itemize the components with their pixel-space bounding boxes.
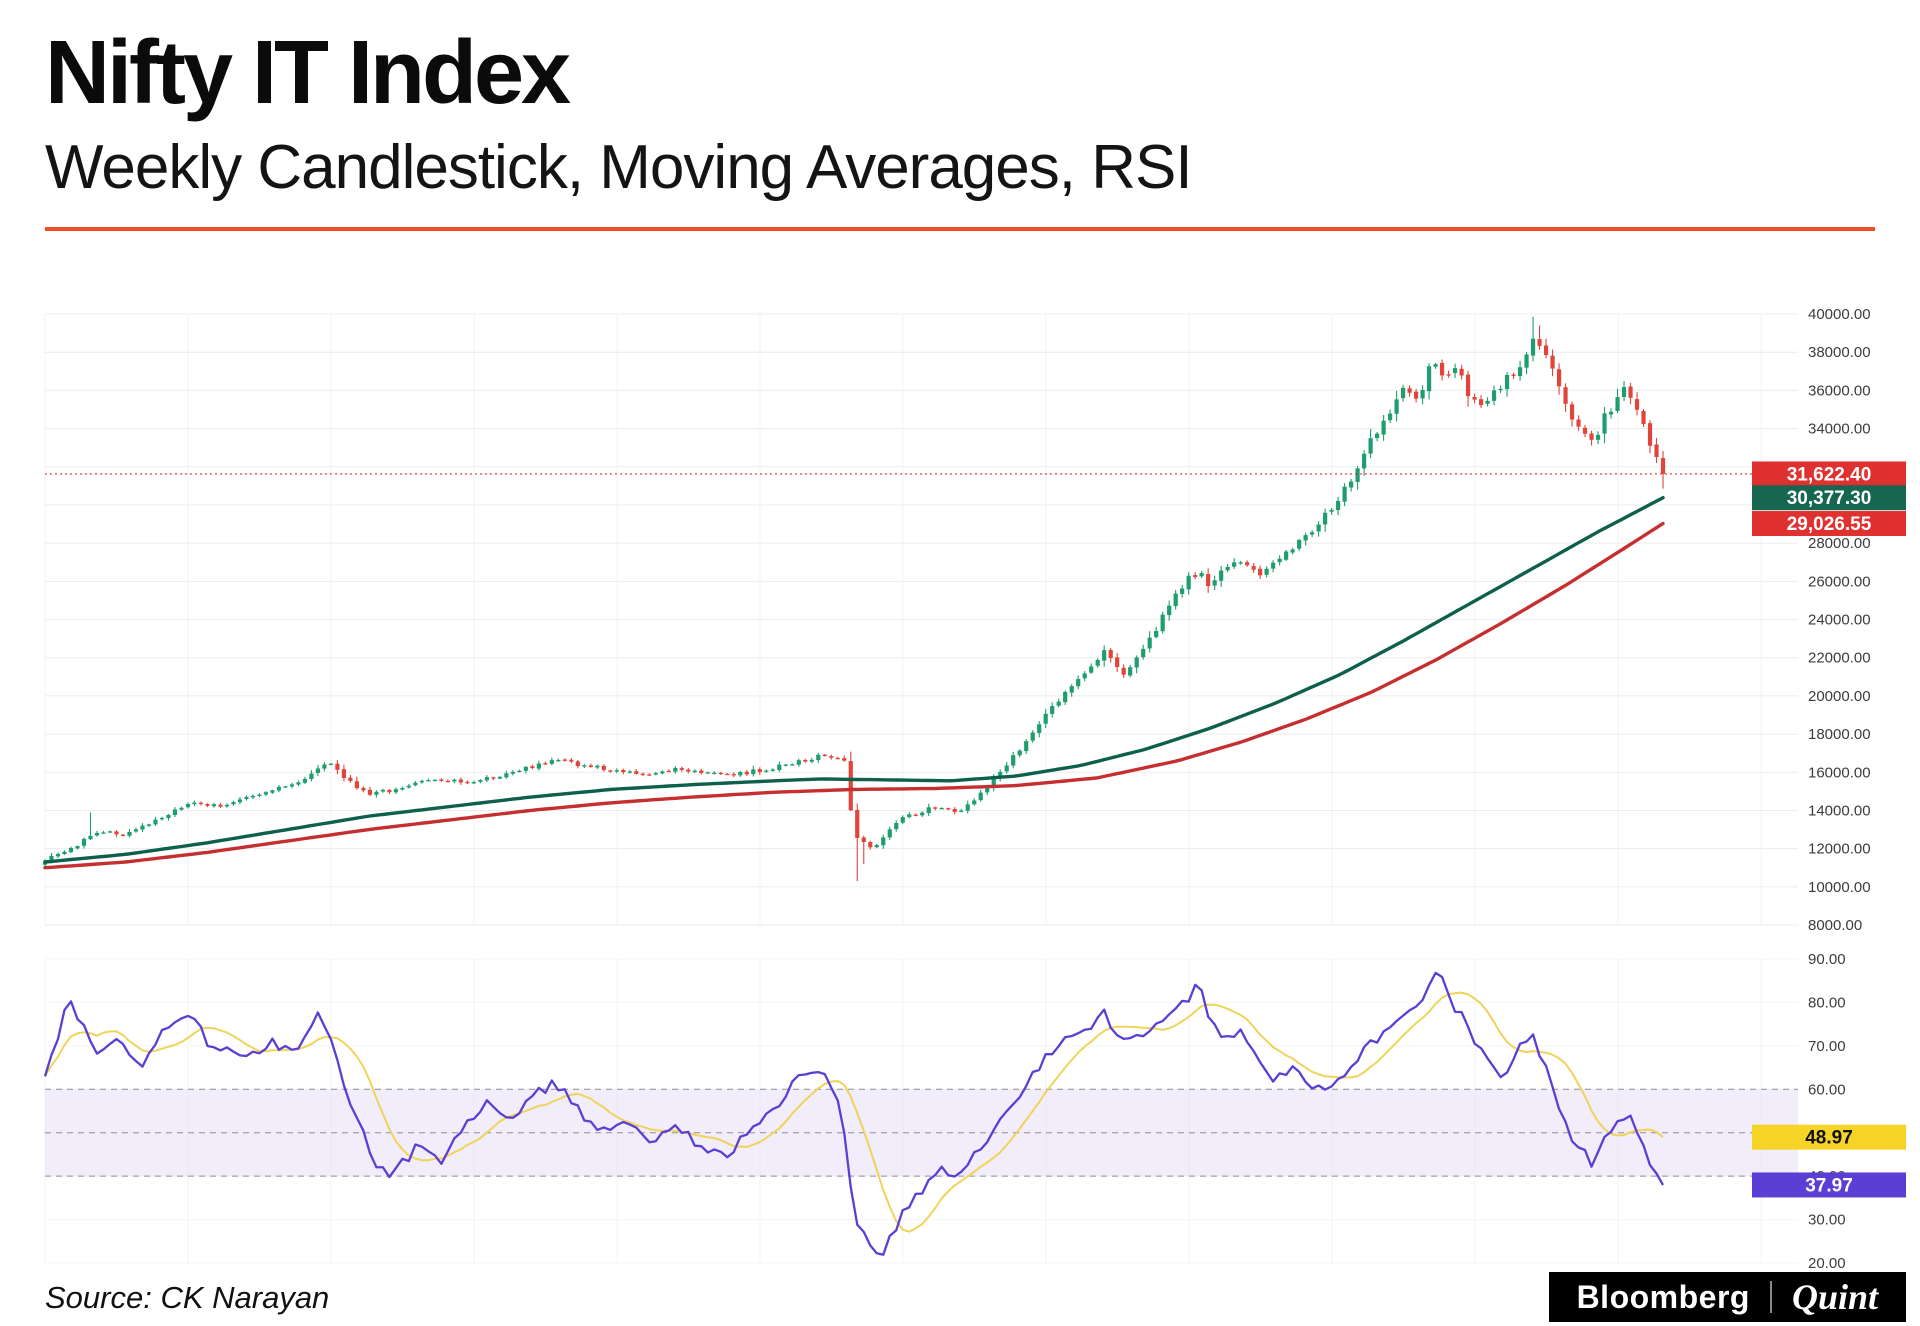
svg-text:40000.00: 40000.00 [1808,306,1871,323]
page-title: Nifty IT Index [45,23,571,123]
rsi-line [43,971,1665,1256]
svg-text:22000.00: 22000.00 [1808,650,1871,667]
ma-fast-label: 30,377.30 [1752,485,1906,511]
chart-area: 40000.0038000.0036000.0034000.0032000.00… [40,300,1912,1292]
price-axis: 40000.0038000.0036000.0034000.0032000.00… [45,306,1871,934]
price-rsi-chart: 40000.0038000.0036000.0034000.0032000.00… [42,306,1906,1272]
footer: Source: CK Narayan Bloomberg Quint [45,1272,1906,1322]
svg-text:12000.00: 12000.00 [1808,841,1871,858]
brand-bloomberg: Bloomberg [1576,1278,1750,1315]
svg-text:20000.00: 20000.00 [1808,688,1871,705]
svg-text:34000.00: 34000.00 [1808,421,1871,438]
svg-text:10000.00: 10000.00 [1808,879,1871,896]
brand-logo: Bloomberg Quint [1548,1272,1906,1322]
svg-text:48.97: 48.97 [1805,1128,1853,1149]
svg-text:16000.00: 16000.00 [1808,764,1871,781]
svg-text:8000.00: 8000.00 [1808,917,1862,934]
last-price-label: 31,622.40 [1752,461,1906,487]
rsi-label: 37.97 [1752,1172,1906,1198]
svg-text:38000.00: 38000.00 [1808,344,1871,361]
svg-text:18000.00: 18000.00 [1808,726,1871,743]
svg-text:26000.00: 26000.00 [1808,573,1871,590]
svg-text:80.00: 80.00 [1808,994,1846,1011]
ma-fast-line [43,495,1665,864]
svg-text:37.97: 37.97 [1805,1175,1853,1196]
accent-rule [45,226,1875,231]
svg-text:14000.00: 14000.00 [1808,802,1871,819]
header: Nifty IT Index Weekly Candlestick, Movin… [0,0,1920,203]
ma-slow-line [43,521,1665,870]
svg-text:70.00: 70.00 [1808,1038,1846,1055]
svg-text:36000.00: 36000.00 [1808,382,1871,399]
svg-text:90.00: 90.00 [1808,951,1846,968]
page-subtitle: Weekly Candlestick, Moving Averages, RSI [45,132,1193,202]
svg-text:30.00: 30.00 [1808,1212,1846,1229]
brand-quint: Quint [1791,1277,1878,1317]
rsi-band [45,1089,1798,1177]
svg-text:29,026.55: 29,026.55 [1787,514,1872,535]
rsi-ma-line [44,991,1664,1233]
brand-separator [1769,1281,1772,1313]
svg-text:60.00: 60.00 [1808,1081,1846,1098]
rsi-ma-label: 48.97 [1752,1124,1906,1150]
candles-layer [42,316,1666,882]
svg-text:20.00: 20.00 [1808,1255,1846,1272]
ma-slow-label: 29,026.55 [1752,511,1906,537]
svg-text:30,377.30: 30,377.30 [1787,488,1872,509]
source-text: Source: CK Narayan [45,1280,330,1315]
svg-text:28000.00: 28000.00 [1808,535,1871,552]
svg-text:24000.00: 24000.00 [1808,612,1871,629]
svg-text:31,622.40: 31,622.40 [1787,464,1872,485]
